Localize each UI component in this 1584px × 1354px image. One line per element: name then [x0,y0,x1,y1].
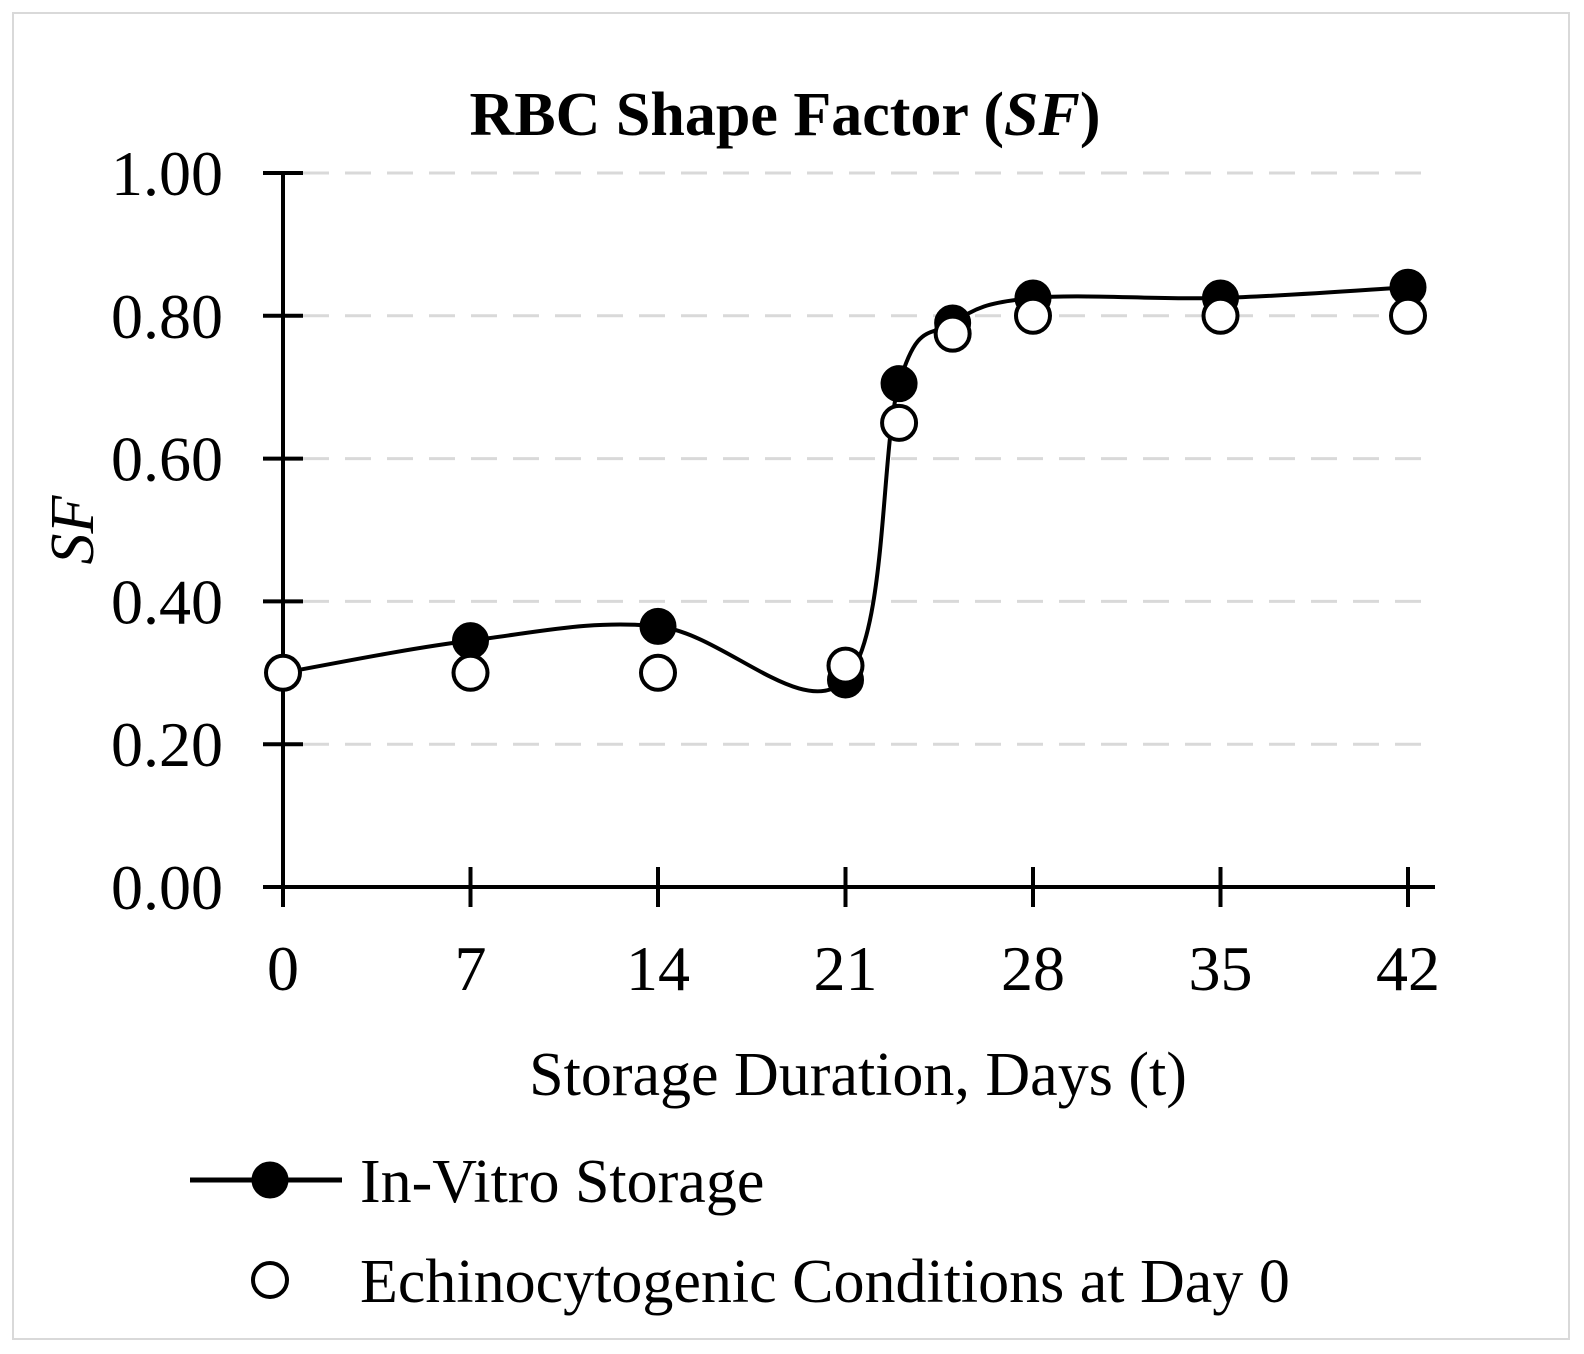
data-point-in-vitro [452,622,489,660]
y-tick-label: 0.80 [111,281,223,352]
x-tick-label: 21 [814,933,878,1004]
y-axis-title: SF [39,494,107,564]
legend-marker-in-vitro [251,1161,289,1199]
x-axis-title: Storage Duration, Days (t) [529,1041,1187,1109]
y-tick-label: 0.00 [111,852,223,923]
y-tick-label: 1.00 [111,138,223,209]
x-tick-label: 35 [1189,933,1253,1004]
data-point-in-vitro [880,365,918,403]
chart-title-italic: SF [1004,81,1080,149]
data-point-echinocytogenic [933,314,972,353]
legend-label-in-vitro: In-Vitro Storage [360,1148,764,1216]
legend-label-echinocytogenic: Echinocytogenic Conditions at Day 0 [360,1248,1290,1316]
series-line-0 [282,285,1409,694]
data-point-echinocytogenic [451,653,490,692]
data-point-echinocytogenic [1201,296,1240,335]
series [264,268,1427,699]
x-tick-label: 7 [455,933,487,1004]
data-point-echinocytogenic [1014,296,1052,335]
data-point-echinocytogenic [639,653,677,692]
x-tick-label: 42 [1376,933,1440,1004]
legend: In-Vitro Storage Echinocytogenic Conditi… [190,1148,1290,1316]
x-tick-label: 0 [267,933,299,1004]
legend-marker-echinocytogenic [251,1261,289,1299]
data-point-echinocytogenic [264,653,302,692]
chart-title-end: ) [1080,81,1101,149]
y-tick-label: 0.40 [111,566,223,637]
y-tick-label: 0.20 [111,709,223,780]
x-tick-label: 14 [626,933,690,1004]
data-point-echinocytogenic [826,646,865,685]
chart-title: RBC Shape Factor (SF) [470,81,1101,149]
y-tick-label: 0.60 [111,424,223,495]
data-point-echinocytogenic [1389,296,1427,335]
grid-lines [303,171,1435,746]
axes: 0.00 0.20 0.40 0.60 0.80 1.00 0 7 14 21 28 35 42 [111,138,1440,1004]
chart-title-main: RBC Shape Factor ( [470,81,1004,149]
data-point-in-vitro [639,607,677,645]
x-tick-label: 28 [1001,933,1065,1004]
data-point-echinocytogenic [880,403,919,442]
